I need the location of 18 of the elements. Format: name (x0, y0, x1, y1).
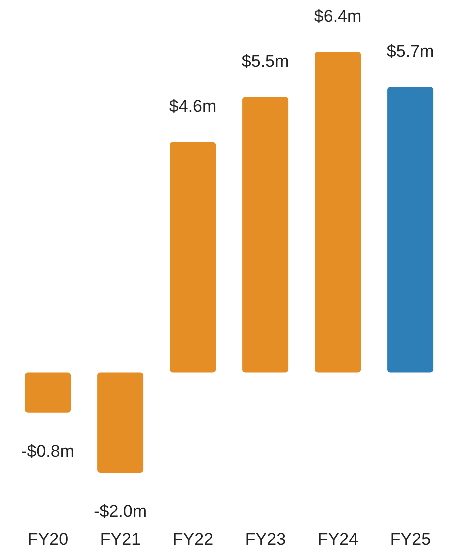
data-label: $5.7m (386, 42, 434, 62)
data-label: $5.5m (242, 52, 290, 72)
bar (388, 87, 434, 373)
x-tick-label: FY20 (28, 530, 69, 549)
bar (315, 52, 362, 373)
data-label: $6.4m (314, 7, 362, 26)
data-label: -$2.0m (94, 502, 148, 521)
bar (242, 97, 289, 373)
x-tick-label: FY23 (245, 530, 286, 549)
x-tick-label: FY22 (172, 530, 214, 549)
bar (98, 372, 144, 473)
data-label: $4.6m (169, 97, 217, 116)
data-label: -$0.8m (22, 442, 75, 461)
bar (25, 372, 72, 413)
x-tick-label: FY24 (318, 530, 359, 549)
x-tick-label: FY21 (100, 530, 142, 549)
bar (170, 142, 216, 373)
x-tick-label: FY25 (390, 530, 432, 549)
